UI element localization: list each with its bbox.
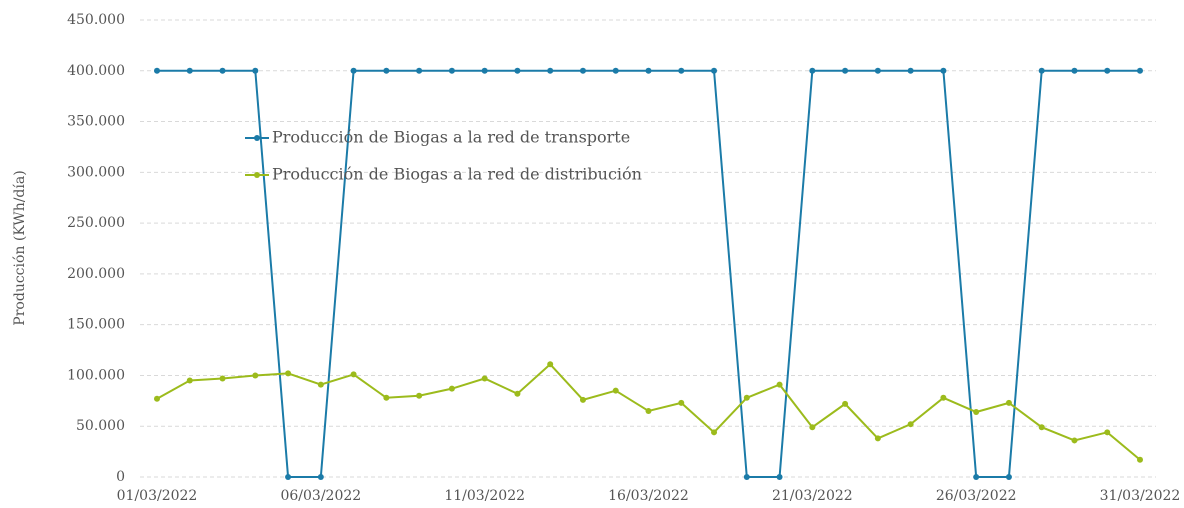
y-tick-label: 350.000 bbox=[67, 114, 125, 130]
y-tick-label: 200.000 bbox=[67, 266, 125, 282]
data-point bbox=[317, 381, 324, 388]
data-point bbox=[383, 394, 390, 401]
data-point bbox=[645, 407, 652, 414]
data-point bbox=[973, 474, 980, 480]
data-point bbox=[481, 375, 488, 382]
legend-marker bbox=[254, 172, 260, 178]
data-point bbox=[416, 67, 423, 74]
data-point bbox=[416, 392, 423, 399]
data-point bbox=[252, 372, 259, 379]
data-point bbox=[842, 400, 849, 407]
data-point bbox=[547, 361, 554, 368]
x-tick-label: 06/03/2022 bbox=[280, 488, 361, 504]
data-point bbox=[154, 67, 160, 74]
data-point bbox=[154, 395, 160, 402]
data-point bbox=[874, 435, 881, 442]
data-point bbox=[1071, 437, 1078, 444]
data-point bbox=[317, 474, 324, 480]
data-point bbox=[1071, 67, 1078, 74]
data-point bbox=[448, 385, 455, 392]
data-point bbox=[776, 381, 783, 388]
y-axis-label: Producción (KWh/día) bbox=[12, 170, 28, 325]
data-point bbox=[678, 399, 685, 406]
data-point bbox=[514, 67, 521, 74]
data-point bbox=[711, 67, 718, 74]
data-point bbox=[711, 429, 718, 436]
data-point bbox=[350, 371, 357, 378]
data-point bbox=[383, 67, 390, 74]
x-tick-label: 26/03/2022 bbox=[936, 488, 1017, 504]
y-tick-label: 0 bbox=[116, 469, 125, 485]
data-point bbox=[776, 474, 783, 480]
data-point bbox=[1104, 429, 1111, 436]
data-point bbox=[809, 67, 816, 74]
data-point bbox=[1005, 399, 1012, 406]
data-point bbox=[907, 67, 914, 74]
data-point bbox=[514, 390, 521, 397]
data-point bbox=[940, 67, 947, 74]
data-point bbox=[743, 474, 750, 480]
data-point bbox=[645, 67, 652, 74]
x-tick-label: 16/03/2022 bbox=[608, 488, 689, 504]
data-point bbox=[547, 67, 554, 74]
data-point bbox=[285, 474, 292, 480]
data-point bbox=[612, 67, 619, 74]
data-point bbox=[1038, 67, 1045, 74]
data-point bbox=[1038, 424, 1045, 431]
y-tick-label: 50.000 bbox=[76, 418, 125, 434]
data-point bbox=[874, 67, 881, 74]
data-point bbox=[350, 67, 357, 74]
data-point bbox=[940, 394, 947, 401]
data-point bbox=[579, 67, 586, 74]
data-point bbox=[481, 67, 488, 74]
y-tick-label: 100.000 bbox=[67, 367, 125, 383]
data-point bbox=[186, 67, 193, 74]
x-tick-label: 01/03/2022 bbox=[117, 488, 198, 504]
x-tick-label: 21/03/2022 bbox=[772, 488, 853, 504]
y-tick-label: 250.000 bbox=[67, 215, 125, 231]
data-point bbox=[219, 375, 226, 382]
y-tick-label: 400.000 bbox=[67, 63, 125, 79]
legend-marker bbox=[254, 135, 260, 141]
x-tick-label: 31/03/2022 bbox=[1100, 488, 1181, 504]
data-point bbox=[579, 396, 586, 403]
data-point bbox=[678, 67, 685, 74]
data-point bbox=[285, 370, 292, 377]
data-point bbox=[842, 67, 849, 74]
data-point bbox=[743, 394, 750, 401]
data-point bbox=[219, 67, 226, 74]
legend-label: Producción de Biogas a la red de distrib… bbox=[272, 165, 642, 184]
data-point bbox=[186, 377, 193, 384]
legend-label: Producción de Biogas a la red de transpo… bbox=[272, 128, 630, 147]
data-point bbox=[1137, 456, 1143, 463]
data-point bbox=[973, 409, 980, 416]
y-tick-label: 450.000 bbox=[67, 12, 125, 28]
data-point bbox=[907, 421, 914, 428]
data-point bbox=[448, 67, 455, 74]
data-point bbox=[1005, 474, 1012, 480]
data-point bbox=[612, 387, 619, 394]
data-point bbox=[252, 67, 259, 74]
data-point bbox=[809, 424, 816, 431]
y-tick-label: 150.000 bbox=[67, 317, 125, 333]
data-point bbox=[1104, 67, 1111, 74]
y-tick-label: 300.000 bbox=[67, 164, 125, 180]
x-tick-label: 11/03/2022 bbox=[444, 488, 525, 504]
data-point bbox=[1137, 67, 1143, 74]
